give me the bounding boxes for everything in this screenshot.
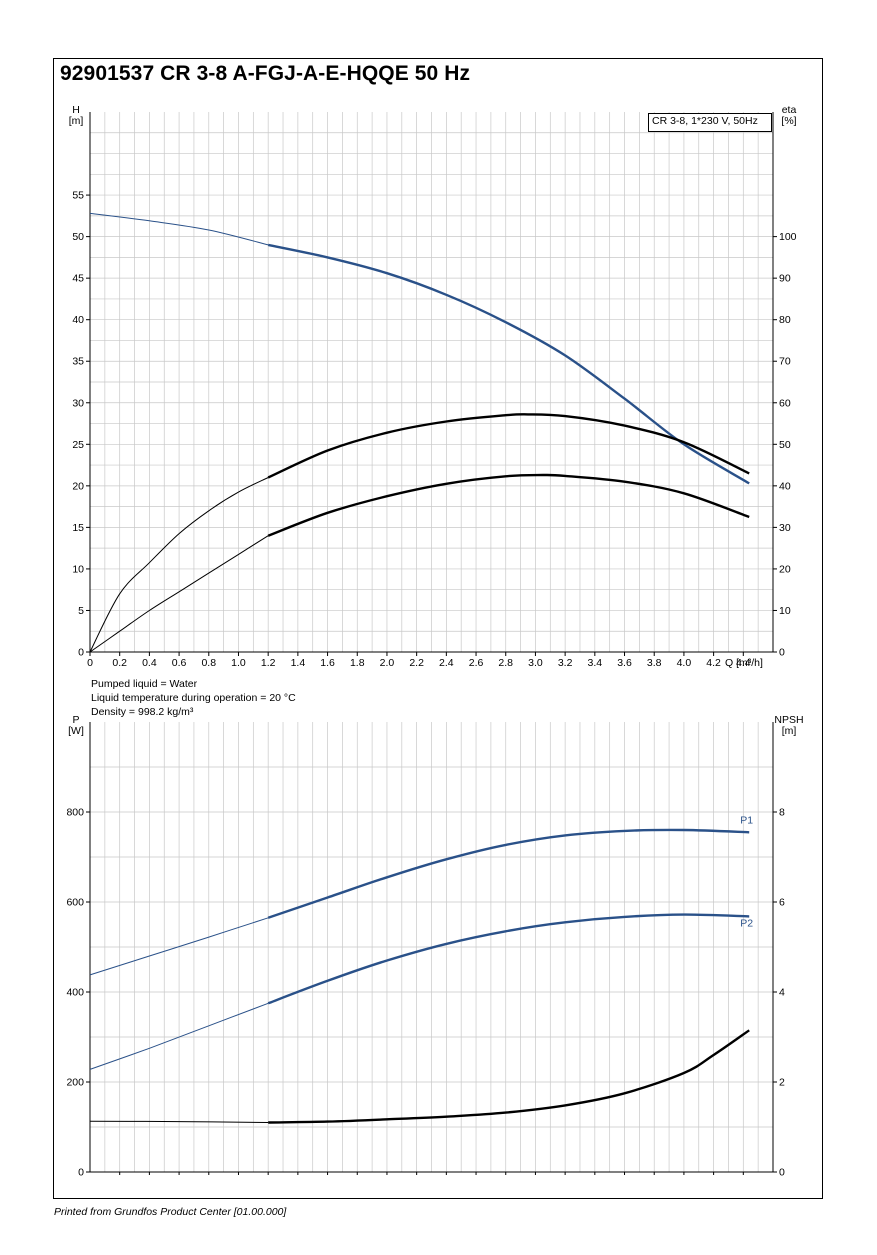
y-right-tick-label: 8 [779,807,785,819]
y-left-axis-unit: [m] [69,115,84,127]
page-frame [53,58,823,1199]
y-left-tick-label: 45 [72,273,84,285]
pump-legend-box: CR 3-8, 1*230 V, 50Hz [648,113,772,132]
y-left-tick-label: 35 [72,356,84,368]
y-left-tick-label: 0 [78,647,84,659]
x-tick-label: 1.0 [231,657,246,669]
series-line-thin [89,1120,269,1123]
x-tick-label: 0.6 [172,657,187,669]
footer-note: Printed from Grundfos Product Center [01… [54,1206,287,1218]
series-line-thick [267,828,750,919]
y-left-tick-label: 40 [72,314,84,326]
y-left-axis-unit: [W] [68,725,84,737]
x-tick-label: 0.4 [142,657,157,669]
x-tick-label: 4.0 [677,657,692,669]
x-tick-label: 0.2 [112,657,127,669]
series-line-thin [89,535,269,653]
y-right-tick-label: 60 [779,397,791,409]
x-tick-label: 2.4 [439,657,454,669]
series-line-thin [89,917,269,976]
y-left-tick-label: 15 [72,522,84,534]
y-right-tick-label: 50 [779,439,791,451]
y-right-tick-label: 0 [779,647,785,659]
series-line-thick [267,473,750,537]
y-left-tick-label: 800 [66,807,84,819]
series-line-thin [89,1002,269,1070]
x-tick-label: 2.8 [498,657,513,669]
y-left-axis-title: P [72,714,79,726]
series-line-thick [267,913,750,1005]
x-tick-label: 3.4 [588,657,603,669]
series-line-thin [89,477,269,653]
y-left-tick-label: 0 [78,1167,84,1179]
y-right-axis-unit: [%] [781,115,796,127]
y-right-axis-title: eta [782,104,797,116]
x-axis-label: Q [m³/h] [725,657,763,669]
y-right-tick-label: 100 [779,231,797,243]
y-left-tick-label: 600 [66,897,84,909]
y-left-tick-label: 200 [66,1077,84,1089]
y-left-tick-label: 55 [72,190,84,202]
x-tick-label: 1.8 [350,657,365,669]
y-left-tick-label: 400 [66,987,84,999]
x-tick-label: 3.8 [647,657,662,669]
series-line-thick [267,413,750,479]
liquid-info-line: Pumped liquid = Water [91,678,198,690]
y-right-tick-label: 0 [779,1167,785,1179]
x-tick-label: 0.8 [201,657,216,669]
y-right-tick-label: 10 [779,605,791,617]
page-title: 92901537 CR 3-8 A-FGJ-A-E-HQQE 50 Hz [60,62,471,85]
y-left-tick-label: 5 [78,605,84,617]
y-right-tick-label: 40 [779,480,791,492]
x-tick-label: 1.4 [291,657,306,669]
x-tick-label: 2.6 [469,657,484,669]
y-left-tick-label: 25 [72,439,84,451]
liquid-info-line: Density = 998.2 kg/m³ [91,706,194,718]
x-tick-label: 2.2 [409,657,424,669]
liquid-info-line: Liquid temperature during operation = 20… [91,692,296,704]
series-line-thick [267,243,750,485]
y-right-tick-label: 20 [779,563,791,575]
x-tick-label: 3.0 [528,657,543,669]
y-right-tick-label: 90 [779,273,791,285]
y-right-tick-label: 80 [779,314,791,326]
x-tick-label: 0 [87,657,93,669]
y-right-tick-label: 6 [779,897,785,909]
y-left-tick-label: 10 [72,563,84,575]
y-left-tick-label: 30 [72,397,84,409]
y-right-axis-unit: [m] [782,725,797,737]
series-label-p1: P1 [740,814,753,826]
x-tick-label: 3.2 [558,657,573,669]
y-left-tick-label: 20 [72,480,84,492]
x-tick-label: 1.6 [320,657,335,669]
y-right-axis-title: NPSH [774,714,803,726]
y-right-tick-label: 2 [779,1077,785,1089]
y-left-axis-title: H [72,104,80,116]
series-label-p2: P2 [740,917,753,929]
y-right-tick-label: 30 [779,522,791,534]
series-line-thin [89,212,269,246]
x-tick-label: 2.0 [380,657,395,669]
series-line-thick [268,1029,750,1124]
x-tick-label: 4.4 [736,657,751,669]
y-right-tick-label: 4 [779,987,785,999]
y-right-tick-label: 70 [779,356,791,368]
y-left-tick-label: 50 [72,231,84,243]
x-tick-label: 3.6 [617,657,632,669]
x-tick-label: 1.2 [261,657,276,669]
x-tick-label: 4.2 [706,657,721,669]
